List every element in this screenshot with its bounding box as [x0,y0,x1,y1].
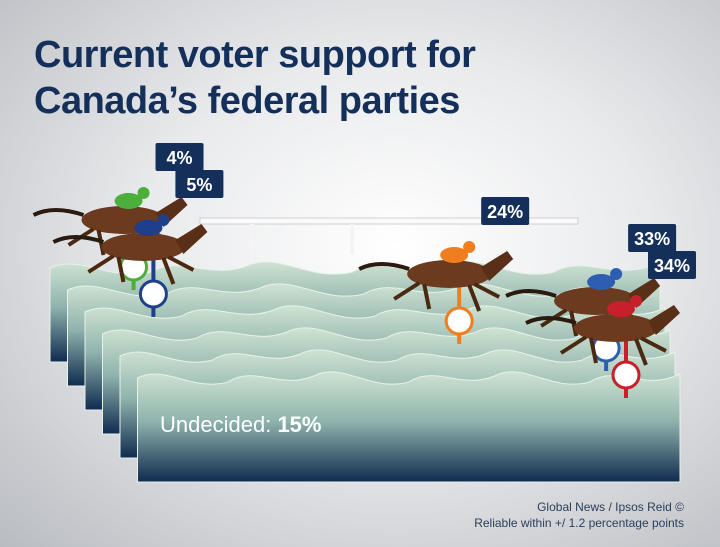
value-box [648,251,696,279]
jockey [607,301,635,317]
jockey [440,247,469,263]
horse-legs [87,254,195,285]
party-logo [138,279,168,309]
horse-head [648,305,680,335]
jockey-helmet [137,187,150,199]
jockey-helmet [630,295,642,307]
jockey [114,193,143,209]
track-layer [137,371,681,483]
horse-legs [559,335,667,366]
party-logo [611,360,641,390]
horse [574,314,658,342]
horse-head [175,224,208,254]
value-label: 33% [634,229,670,249]
horse-head [481,251,514,281]
jockey-helmet [610,268,623,280]
value-box [628,224,677,252]
rail [199,217,579,254]
value-label: 34% [654,256,690,276]
party-logo [444,306,474,336]
value-label: 4% [167,148,193,168]
horse [101,233,186,261]
undecided-text: Undecided: [160,412,271,437]
horse-tail [52,235,105,244]
note: Reliable within +/ 1.2 percentage points [474,516,684,530]
jockey [587,274,616,290]
chart-title: Current voter support for Canada’s feder… [34,34,476,122]
horse [407,260,492,288]
jockey-helmet [157,214,170,226]
undecided-label: Undecided: 15% [160,412,321,437]
horse-tail [358,262,410,271]
value-box [175,170,224,198]
value-label: 5% [186,175,212,195]
horse-tail [32,208,85,217]
value-box [155,143,204,171]
horse-legs [393,281,501,312]
undecided-value: 15% [277,412,321,437]
jockey [134,220,163,236]
horse-tail [525,316,577,325]
jockey-helmet [463,241,476,253]
horse-tail [505,289,557,298]
source: Global News / Ipsos Reid © [537,500,684,514]
value-label: 24% [487,202,523,222]
value-box [481,197,530,225]
